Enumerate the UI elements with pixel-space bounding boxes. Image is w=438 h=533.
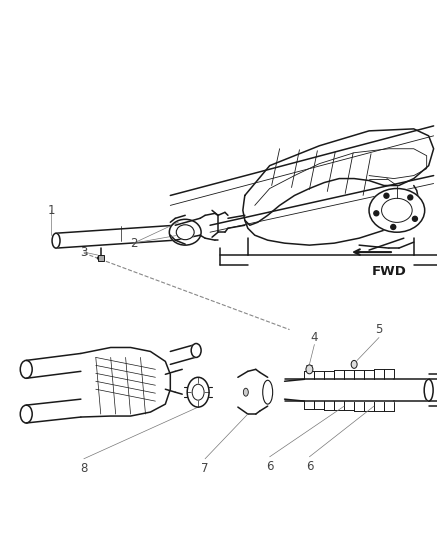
Ellipse shape <box>20 405 32 423</box>
Text: FWD: FWD <box>371 265 406 278</box>
Ellipse shape <box>306 365 313 374</box>
Text: 4: 4 <box>311 331 318 344</box>
Ellipse shape <box>20 360 32 378</box>
Circle shape <box>413 216 417 221</box>
Ellipse shape <box>187 377 209 407</box>
Text: 8: 8 <box>80 462 88 475</box>
Ellipse shape <box>424 379 433 401</box>
Ellipse shape <box>97 256 104 260</box>
Circle shape <box>408 195 413 200</box>
Ellipse shape <box>170 219 201 245</box>
Circle shape <box>374 211 379 216</box>
Text: 6: 6 <box>306 460 313 473</box>
Ellipse shape <box>369 189 425 232</box>
Ellipse shape <box>244 388 248 396</box>
Ellipse shape <box>191 343 201 358</box>
Ellipse shape <box>176 225 194 240</box>
Text: 2: 2 <box>130 237 137 249</box>
Ellipse shape <box>263 380 273 404</box>
Ellipse shape <box>192 384 204 400</box>
Circle shape <box>391 224 396 230</box>
Text: 6: 6 <box>266 460 273 473</box>
Text: 1: 1 <box>47 204 55 217</box>
Circle shape <box>384 193 389 198</box>
Bar <box>98 255 104 261</box>
Ellipse shape <box>52 233 60 248</box>
Text: 3: 3 <box>80 246 88 259</box>
Text: 7: 7 <box>201 462 209 475</box>
Ellipse shape <box>351 360 357 368</box>
Text: 5: 5 <box>375 323 383 336</box>
